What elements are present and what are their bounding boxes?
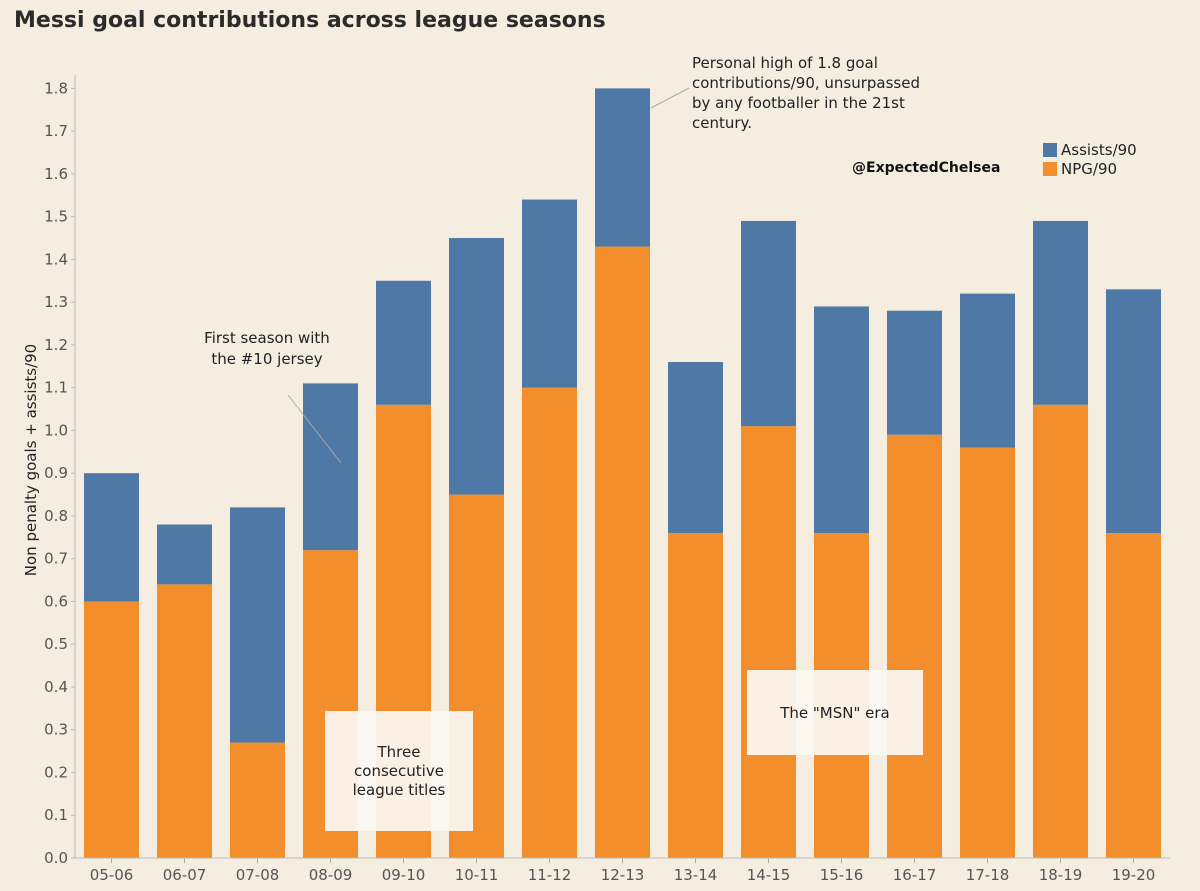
chart-title: Messi goal contributions across league s… — [14, 8, 606, 33]
annotation-high-line: contributions/90, unsurpassed — [692, 74, 920, 92]
y-tick-label: 1.3 — [44, 293, 68, 311]
bar-npg-12-13 — [595, 246, 650, 859]
y-axis-label: Non penalty goals + assists/90 — [22, 344, 40, 576]
legend-label: NPG/90 — [1061, 160, 1117, 178]
x-tick-label: 19-20 — [1112, 866, 1156, 884]
bar-npg-07-08 — [230, 742, 285, 858]
bar-npg-14-15 — [741, 426, 796, 858]
x-tick-label: 14-15 — [747, 866, 791, 884]
bar-assists-06-07 — [157, 524, 212, 585]
bar-assists-09-10 — [376, 280, 431, 405]
annotation-high-line: Personal high of 1.8 goal — [692, 54, 878, 72]
bar-assists-12-13 — [595, 88, 650, 247]
y-tick-label: 1.2 — [44, 336, 68, 354]
bar-assists-17-18 — [960, 293, 1015, 448]
bar-npg-18-19 — [1033, 404, 1088, 858]
y-tick-label: 0.6 — [44, 592, 68, 610]
y-tick-label: 1.4 — [44, 250, 68, 268]
x-tick-label: 06-07 — [163, 866, 207, 884]
bar-assists-16-17 — [887, 310, 942, 435]
bar-assists-14-15 — [741, 220, 796, 427]
bar-npg-16-17 — [887, 434, 942, 858]
x-tick-label: 11-12 — [528, 866, 572, 884]
annotation-high-connector — [650, 87, 690, 109]
annotation-msn-line: The "MSN" era — [779, 704, 890, 722]
x-tick-label: 18-19 — [1039, 866, 1083, 884]
x-tick-label: 12-13 — [601, 866, 645, 884]
y-tick-label: 1.1 — [44, 379, 68, 397]
legend-swatch — [1043, 162, 1057, 176]
bar-npg-06-07 — [157, 584, 212, 858]
annotation-msn-box — [747, 670, 923, 755]
annotation-high-line: century. — [692, 114, 752, 132]
legend-swatch — [1043, 143, 1057, 157]
y-tick-label: 0.4 — [44, 678, 68, 696]
x-tick-label: 09-10 — [382, 866, 426, 884]
bar-assists-10-11 — [449, 238, 504, 495]
y-tick-label: 0.8 — [44, 507, 68, 525]
bar-npg-13-14 — [668, 533, 723, 858]
bar-npg-17-18 — [960, 447, 1015, 858]
annotation-jersey-line: the #10 jersey — [211, 350, 322, 368]
x-tick-label: 16-17 — [893, 866, 937, 884]
bar-assists-15-16 — [814, 306, 869, 534]
bar-assists-05-06 — [84, 473, 139, 602]
annotation-titles-line: league titles — [353, 781, 446, 799]
annotation-titles-line: Three — [377, 743, 421, 761]
legend-label: Assists/90 — [1061, 141, 1137, 159]
y-tick-label: 1.6 — [44, 165, 68, 183]
bar-npg-11-12 — [522, 387, 577, 858]
y-tick-label: 1.5 — [44, 208, 68, 226]
x-tick-label: 10-11 — [455, 866, 499, 884]
y-tick-label: 0.7 — [44, 550, 68, 568]
y-tick-label: 1.8 — [44, 79, 68, 97]
y-tick-label: 0.9 — [44, 464, 68, 482]
author-handle: @ExpectedChelsea — [852, 160, 1000, 176]
annotations-layer: First season with the #10 jersey Personal … — [204, 54, 1000, 831]
x-tick-label: 13-14 — [674, 866, 718, 884]
y-tick-label: 1.7 — [44, 122, 68, 140]
y-tick-label: 0.3 — [44, 721, 68, 739]
y-tick-label: 1.0 — [44, 421, 68, 439]
annotation-titles-line: consecutive — [354, 762, 444, 780]
y-tick-label: 0.2 — [44, 763, 68, 781]
bar-npg-05-06 — [84, 601, 139, 858]
bar-assists-08-09 — [303, 383, 358, 551]
annotation-jersey-connector — [287, 394, 342, 464]
bar-assists-18-19 — [1033, 220, 1088, 405]
y-tick-label: 0.5 — [44, 635, 68, 653]
annotation-high-line: by any footballer in the 21st — [692, 94, 905, 112]
bars-layer — [84, 88, 1161, 859]
bar-assists-07-08 — [230, 507, 285, 743]
annotation-jersey-line: First season with — [204, 329, 330, 347]
annotation-titles-box — [325, 711, 473, 831]
bar-assists-19-20 — [1106, 289, 1161, 534]
y-tick-label: 0.1 — [44, 806, 68, 824]
axes-layer: 05-06 06-07 07-08 08-09 09-10 10-11 11-12 12-13… — [22, 75, 1170, 884]
y-tick-label: 0.0 — [44, 849, 68, 867]
x-tick-label: 08-09 — [309, 866, 353, 884]
bar-npg-19-20 — [1106, 533, 1161, 858]
x-tick-label: 07-08 — [236, 866, 280, 884]
bar-assists-13-14 — [668, 362, 723, 534]
x-tick-label: 15-16 — [820, 866, 864, 884]
x-tick-label: 17-18 — [966, 866, 1010, 884]
x-tick-label: 05-06 — [90, 866, 134, 884]
bar-assists-11-12 — [522, 199, 577, 388]
